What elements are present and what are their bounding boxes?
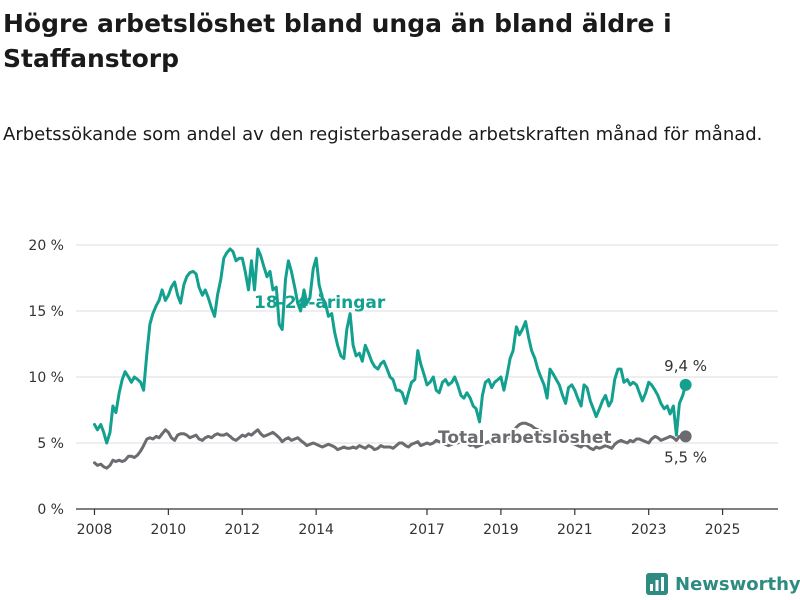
x-tick-label: 2017 <box>409 522 445 538</box>
series-label-total: Total arbetslöshet <box>438 428 612 448</box>
y-tick-label: 15 % <box>28 304 64 320</box>
y-tick-label: 10 % <box>28 370 64 386</box>
y-axis-tick-labels: 0 % 5 % 10 % 15 % 20 % <box>28 238 64 518</box>
x-tick-label: 2025 <box>705 522 741 538</box>
x-tick-label: 2008 <box>77 522 113 538</box>
chart-title: Högre arbetslöshet bland unga än bland ä… <box>3 9 672 73</box>
x-tick-label: 2019 <box>483 522 519 538</box>
series-label-youth: 18-24-åringar <box>254 291 386 313</box>
end-label-total: 5,5 % <box>664 448 707 466</box>
newsworthy-logo-text: Newsworthy <box>675 573 800 595</box>
series-line-total <box>93 421 688 470</box>
x-tick-label: 2021 <box>557 522 593 538</box>
end-label-youth: 9,4 % <box>664 357 707 375</box>
x-axis: 2008 2010 2012 2014 2017 2019 2021 2023 2025 <box>76 508 778 538</box>
end-marker-youth <box>679 378 692 391</box>
newsworthy-logo-icon <box>646 573 668 595</box>
end-marker-total <box>679 430 692 443</box>
newsworthy-logo: Newsworthy <box>645 570 800 598</box>
x-tick-label: 2012 <box>224 522 260 538</box>
series-line-youth <box>93 247 688 445</box>
x-tick-label: 2014 <box>298 522 334 538</box>
y-tick-label: 0 % <box>37 502 64 518</box>
series-lines <box>93 247 688 470</box>
y-tick-label: 20 % <box>28 238 64 254</box>
end-markers: 9,4 % 5,5 % <box>664 357 707 466</box>
x-tick-label: 2023 <box>631 522 667 538</box>
grid-lines <box>76 244 778 444</box>
y-tick-label: 5 % <box>37 436 64 452</box>
series-labels: 18-24-åringar Total arbetslöshet <box>254 291 614 450</box>
chart-subtitle: Arbetssökande som andel av den registerb… <box>3 124 763 145</box>
x-tick-label: 2010 <box>151 522 187 538</box>
